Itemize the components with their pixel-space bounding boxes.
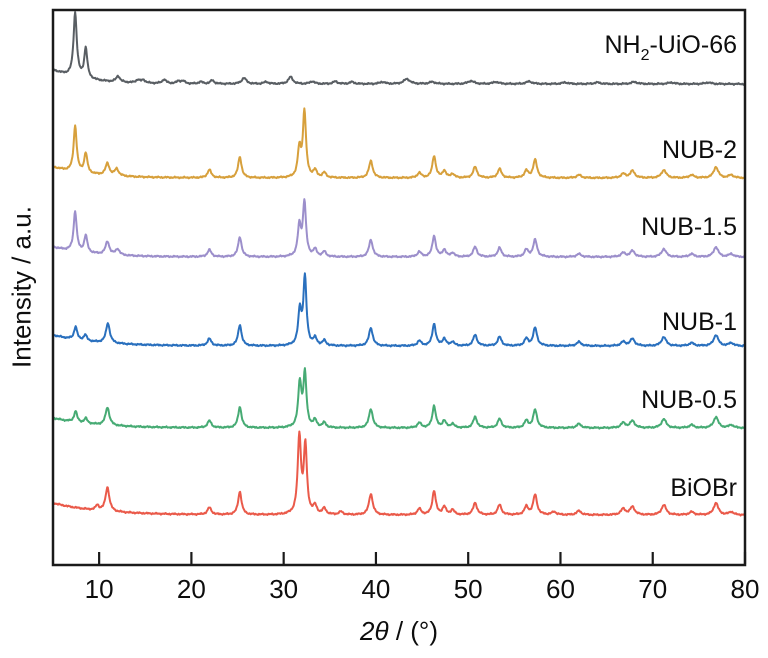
x-tick-label-10: 10 [84,574,114,604]
series-label-nub-1-5: NUB-1.5 [641,211,737,243]
x-tick-label-50: 50 [453,574,483,604]
trace-nh2-uio-66 [53,11,745,86]
x-tick-label-80: 80 [730,574,760,604]
trace-nub-1-5 [53,198,745,259]
plot-frame [51,8,747,567]
x-tick-label-60: 60 [545,574,575,604]
x-axis-label-symbol: 2θ [360,616,389,646]
x-tick-label-70: 70 [638,574,668,604]
x-axis-label: 2θ / (°) [360,616,438,647]
x-tick-label-20: 20 [176,574,206,604]
series-label-text: -UiO-66 [649,31,737,59]
trace-nub-1 [53,272,745,348]
series-label-text: NUB-2 [661,136,737,164]
y-axis-label: Intensity / a.u. [6,206,37,368]
x-tick-label-40: 40 [361,574,391,604]
series-label-nub-2: NUB-2 [662,134,737,166]
trace-nub-0-5 [53,367,745,430]
x-tick-label-30: 30 [269,574,299,604]
series-label-text: NH [604,31,641,59]
series-label-text: NUB-0.5 [641,386,737,414]
series-label-biobr: BiOBr [670,472,737,504]
trace-nub-2 [53,107,745,180]
series-label-text: BiOBr [670,474,737,502]
trace-group [53,11,745,517]
series-label-nub-1: NUB-1 [662,306,737,338]
trace-biobr [53,430,745,517]
series-label-text: NUB-1.5 [641,213,737,241]
series-label-nh2-uio-66: NH2-UiO-66 [604,29,737,64]
series-label-nub-0-5: NUB-0.5 [641,384,737,416]
series-label-text: NUB-1 [661,308,737,336]
x-axis-tick-marks [98,552,747,564]
series-label-subscript: 2 [640,47,650,64]
x-axis-label-units: / (°) [388,616,438,646]
